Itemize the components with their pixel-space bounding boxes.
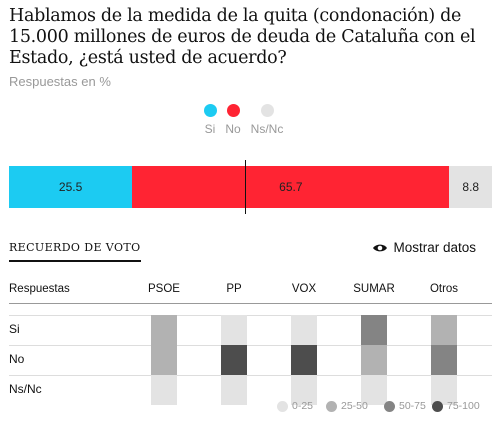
heatmap-cell [151,345,177,375]
heatmap-legend-item: 0-25 [277,400,313,412]
legend-swatch-no [226,104,240,117]
heatmap-cell [291,345,317,375]
heatmap-row-header: Respuestas [9,283,70,295]
chart-title: Hablamos de la medida de la quita (condo… [9,6,476,68]
heatmap-cell [151,315,177,345]
heatmap-cell [221,315,247,345]
show-data-label: Mostrar datos [393,240,476,255]
heatmap-legend-label: 50-75 [399,400,426,412]
heatmap-legend-label: 0-25 [292,400,314,412]
bar-segment-si: 25.5 [9,166,133,208]
heatmap-legend-label: 75-100 [447,400,480,412]
heatmap-column-header: VOX [291,283,317,295]
heatmap-legend-swatch [432,400,443,412]
heatmap-column-header: SUMAR [353,283,395,295]
heatmap-column-header: PP [226,283,242,295]
heatmap-column-header: PSOE [148,283,180,295]
legend-item-si: Si [188,104,232,136]
legend-swatch-si [203,104,217,117]
legend-swatch-nsnc [260,104,274,117]
heatmap-cell [221,375,247,405]
heatmap-cell [361,345,387,375]
heatmap-legend-swatch [384,400,395,412]
heatmap-row-divider [9,345,492,346]
eye-icon [373,244,388,251]
heatmap-legend-item: 50-75 [384,400,426,412]
show-data-button[interactable]: Mostrar datos [372,240,476,255]
heatmap-legend-item: 25-50 [326,400,368,412]
heatmap-row-label: No [9,352,25,366]
heatmap-cell [291,375,317,405]
legend: Si No Ns/Nc [0,104,501,144]
heatmap-row-label: Ns/Nc [9,382,42,396]
stacked-bar: 25.5 65.7 8.8 [9,166,492,208]
heatmap-legend-swatch [277,400,288,412]
bar-segment-no: 65.7 [132,166,450,208]
heatmap-column-header: Otros [429,283,459,295]
heatmap-cell [361,375,387,405]
heatmap-row-label: Si [9,322,20,336]
heatmap-cell [151,375,177,405]
vote-recall-heatmap: Respuestas PSOE PP VOX SUMAR Otros Si No Ns/Nc [0,275,501,405]
heatmap-cell [431,375,457,405]
tab-recuerdo-de-voto[interactable]: RECUERDO DE VOTO [9,241,141,262]
bar-value-label: 8.8 [462,180,480,194]
heatmap-row-divider [9,315,492,316]
bar-segment-nsnc: 8.8 [449,166,492,208]
legend-label: No [225,122,241,136]
legend-label: Si [204,122,216,136]
heatmap-cell [431,345,457,375]
legend-item-nsnc: Ns/Nc [245,104,289,136]
heatmap-row-divider [9,375,492,376]
bar-value-label: 25.5 [58,180,83,194]
heatmap-cell [361,315,387,345]
bar-value-label: 65.7 [279,180,303,194]
heatmap-legend: 0-25 25-50 50-75 75-100 [0,400,501,420]
heatmap-row-divider [9,303,492,304]
heatmap-cell [221,345,247,375]
heatmap-legend-item: 75-100 [432,400,480,412]
legend-item-no: No [211,104,255,136]
heatmap-cell [431,315,457,345]
heatmap-cell [291,315,317,345]
legend-label: Ns/Nc [250,122,284,136]
heatmap-legend-swatch [326,400,337,412]
heatmap-legend-label: 25-50 [341,400,368,412]
chart-subtitle: Respuestas en % [9,74,111,89]
fifty-percent-line [245,160,246,214]
